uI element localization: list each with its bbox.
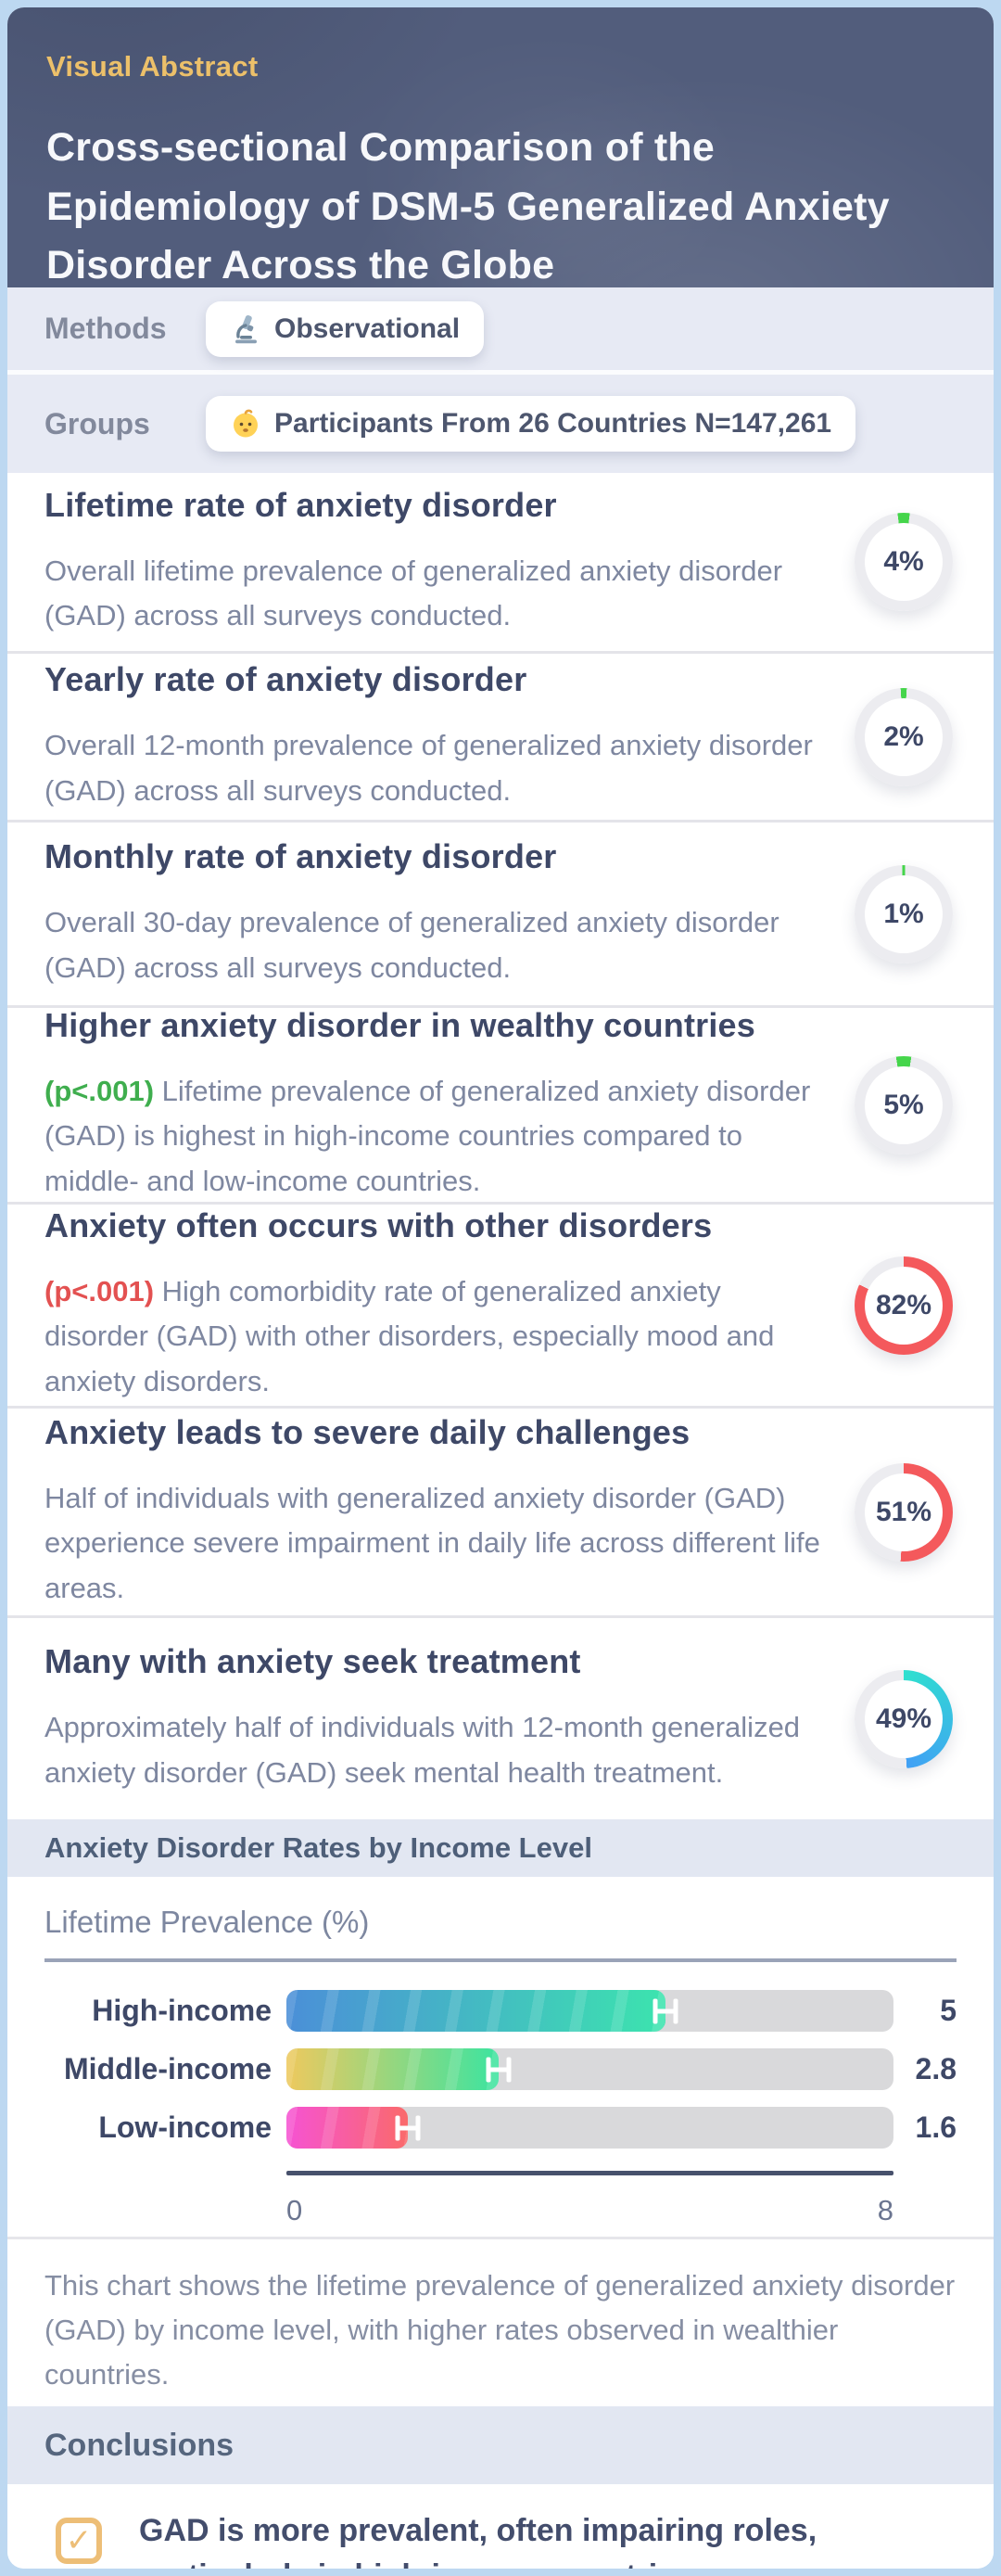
p-value: (p<.001) bbox=[44, 1075, 155, 1108]
x-axis-line bbox=[286, 2171, 893, 2175]
finding-description: (p<.001) Lifetime prevalence of generali… bbox=[44, 1075, 811, 1197]
bar-fill bbox=[286, 1990, 666, 2032]
bar-value-label: 1.6 bbox=[915, 2111, 957, 2144]
stat-donut: 2% bbox=[855, 687, 953, 786]
stat-donut: 49% bbox=[855, 1669, 953, 1768]
finding-text: Many with anxiety seek treatment Approxim… bbox=[44, 1642, 855, 1794]
finding-text: Yearly rate of anxiety disorder Overall 1… bbox=[44, 660, 855, 812]
finding-title: Anxiety often occurs with other disorder… bbox=[44, 1206, 713, 1245]
finding-card: Many with anxiety seek treatment Approxim… bbox=[7, 1615, 994, 1819]
finding-card: Anxiety often occurs with other disorder… bbox=[7, 1202, 994, 1406]
finding-description: Overall lifetime prevalence of generaliz… bbox=[44, 554, 783, 631]
finding-card: Lifetime rate of anxiety disorder Overall… bbox=[7, 473, 994, 651]
finding-text: Anxiety leads to severe daily challenges… bbox=[44, 1413, 855, 1610]
stat-value: 2% bbox=[883, 721, 924, 752]
bar-track bbox=[286, 1990, 893, 2032]
finding-card: Anxiety leads to severe daily challenges… bbox=[7, 1406, 994, 1615]
groups-label: Groups bbox=[44, 406, 150, 440]
finding-card: Monthly rate of anxiety disorder Overall … bbox=[7, 820, 994, 1005]
finding-title: Lifetime rate of anxiety disorder bbox=[44, 485, 557, 524]
x-tick-label: 0 bbox=[286, 2194, 303, 2226]
bar-track bbox=[286, 2048, 893, 2090]
bar-chart-grid: High-income 5 Middle-income 2.8 Low-income 1.… bbox=[44, 1990, 957, 2227]
stat-donut: 82% bbox=[855, 1256, 953, 1355]
finding-description: Approximately half of individuals with 1… bbox=[44, 1711, 801, 1789]
bar-category-label: Low-income bbox=[98, 2111, 272, 2144]
microscope-icon bbox=[235, 314, 257, 343]
bar-value-label: 5 bbox=[940, 1994, 957, 2027]
header: Visual Abstract Cross-sectional Comparis… bbox=[7, 7, 994, 287]
stat-value: 4% bbox=[883, 546, 924, 577]
stat-value: 49% bbox=[875, 1702, 932, 1734]
bar-category-label: High-income bbox=[92, 1994, 272, 2027]
finding-title: Many with anxiety seek treatment bbox=[44, 1642, 581, 1681]
conclusions-header: Conclusions bbox=[7, 2406, 994, 2485]
methods-badge: Observational bbox=[206, 300, 485, 357]
baby-icon bbox=[234, 409, 258, 438]
bar-chart: Lifetime Prevalence (%) High-income 5 Midd… bbox=[7, 1877, 994, 2237]
finding-text: Monthly rate of anxiety disorder Overall … bbox=[44, 837, 855, 989]
p-value: (p<.001) bbox=[44, 1275, 155, 1308]
bar-fill bbox=[286, 2048, 500, 2090]
bar-track bbox=[286, 2107, 893, 2149]
groups-badge: Participants From 26 Countries N=147,261 bbox=[206, 396, 856, 452]
chart-section-header: Anxiety Disorder Rates by Income Level bbox=[7, 1819, 994, 1877]
stat-value: 1% bbox=[883, 898, 924, 929]
methods-badge-label: Observational bbox=[274, 312, 461, 344]
groups-badge-label: Participants From 26 Countries N=147,261 bbox=[274, 408, 832, 439]
finding-title: Monthly rate of anxiety disorder bbox=[44, 837, 557, 876]
finding-card: Higher anxiety disorder in wealthy count… bbox=[7, 1005, 994, 1202]
stat-donut: 51% bbox=[855, 1462, 953, 1562]
error-bar bbox=[653, 1998, 678, 2023]
groups-row: Groups Participants From 26 Countries N=… bbox=[7, 375, 994, 473]
finding-text: Anxiety often occurs with other disorder… bbox=[44, 1206, 855, 1403]
findings-list: Lifetime rate of anxiety disorder Overall… bbox=[7, 473, 994, 1819]
finding-title: Anxiety leads to severe daily challenges bbox=[44, 1413, 691, 1452]
finding-text: Higher anxiety disorder in wealthy count… bbox=[44, 1006, 855, 1203]
stat-donut: 1% bbox=[855, 864, 953, 963]
visual-abstract-page: Visual Abstract Cross-sectional Comparis… bbox=[7, 7, 994, 2569]
bar-value-label: 2.8 bbox=[915, 2052, 957, 2085]
bar-category-label: Middle-income bbox=[63, 2052, 272, 2085]
finding-description: Overall 12-month prevalence of generaliz… bbox=[44, 729, 813, 807]
chart-caption: This chart shows the lifetime prevalence… bbox=[7, 2237, 994, 2407]
error-bar bbox=[486, 2057, 512, 2082]
finding-card: Yearly rate of anxiety disorder Overall 1… bbox=[7, 651, 994, 820]
checkbox-icon: ✓ bbox=[56, 2518, 102, 2565]
stat-value: 5% bbox=[883, 1089, 924, 1120]
chart-title: Lifetime Prevalence (%) bbox=[44, 1905, 370, 1939]
eyebrow-label: Visual Abstract bbox=[46, 50, 259, 83]
chart-divider bbox=[44, 1958, 957, 1962]
finding-title: Yearly rate of anxiety disorder bbox=[44, 660, 527, 699]
x-tick-label: 8 bbox=[877, 2194, 893, 2226]
methods-row: Methods Observational bbox=[7, 287, 994, 375]
conclusion-text: GAD is more prevalent, often impairing r… bbox=[139, 2513, 817, 2569]
finding-description: Half of individuals with generalized anx… bbox=[44, 1482, 820, 1604]
finding-title: Higher anxiety disorder in wealthy count… bbox=[44, 1006, 755, 1045]
stat-value: 51% bbox=[875, 1496, 932, 1527]
finding-description: Overall 30-day prevalence of generalized… bbox=[44, 906, 779, 984]
stat-donut: 5% bbox=[855, 1055, 953, 1154]
bar-fill bbox=[286, 2107, 408, 2149]
error-bar bbox=[395, 2115, 421, 2140]
finding-description: (p<.001) High comorbidity rate of genera… bbox=[44, 1275, 775, 1397]
conclusion-item: ✓ GAD is more prevalent, often impairing… bbox=[7, 2484, 994, 2569]
page-title: Cross-sectional Comparison of the Epidem… bbox=[46, 125, 890, 288]
methods-label: Methods bbox=[44, 312, 167, 345]
finding-text: Lifetime rate of anxiety disorder Overall… bbox=[44, 486, 855, 638]
stat-value: 82% bbox=[875, 1289, 932, 1320]
stat-donut: 4% bbox=[855, 513, 953, 611]
